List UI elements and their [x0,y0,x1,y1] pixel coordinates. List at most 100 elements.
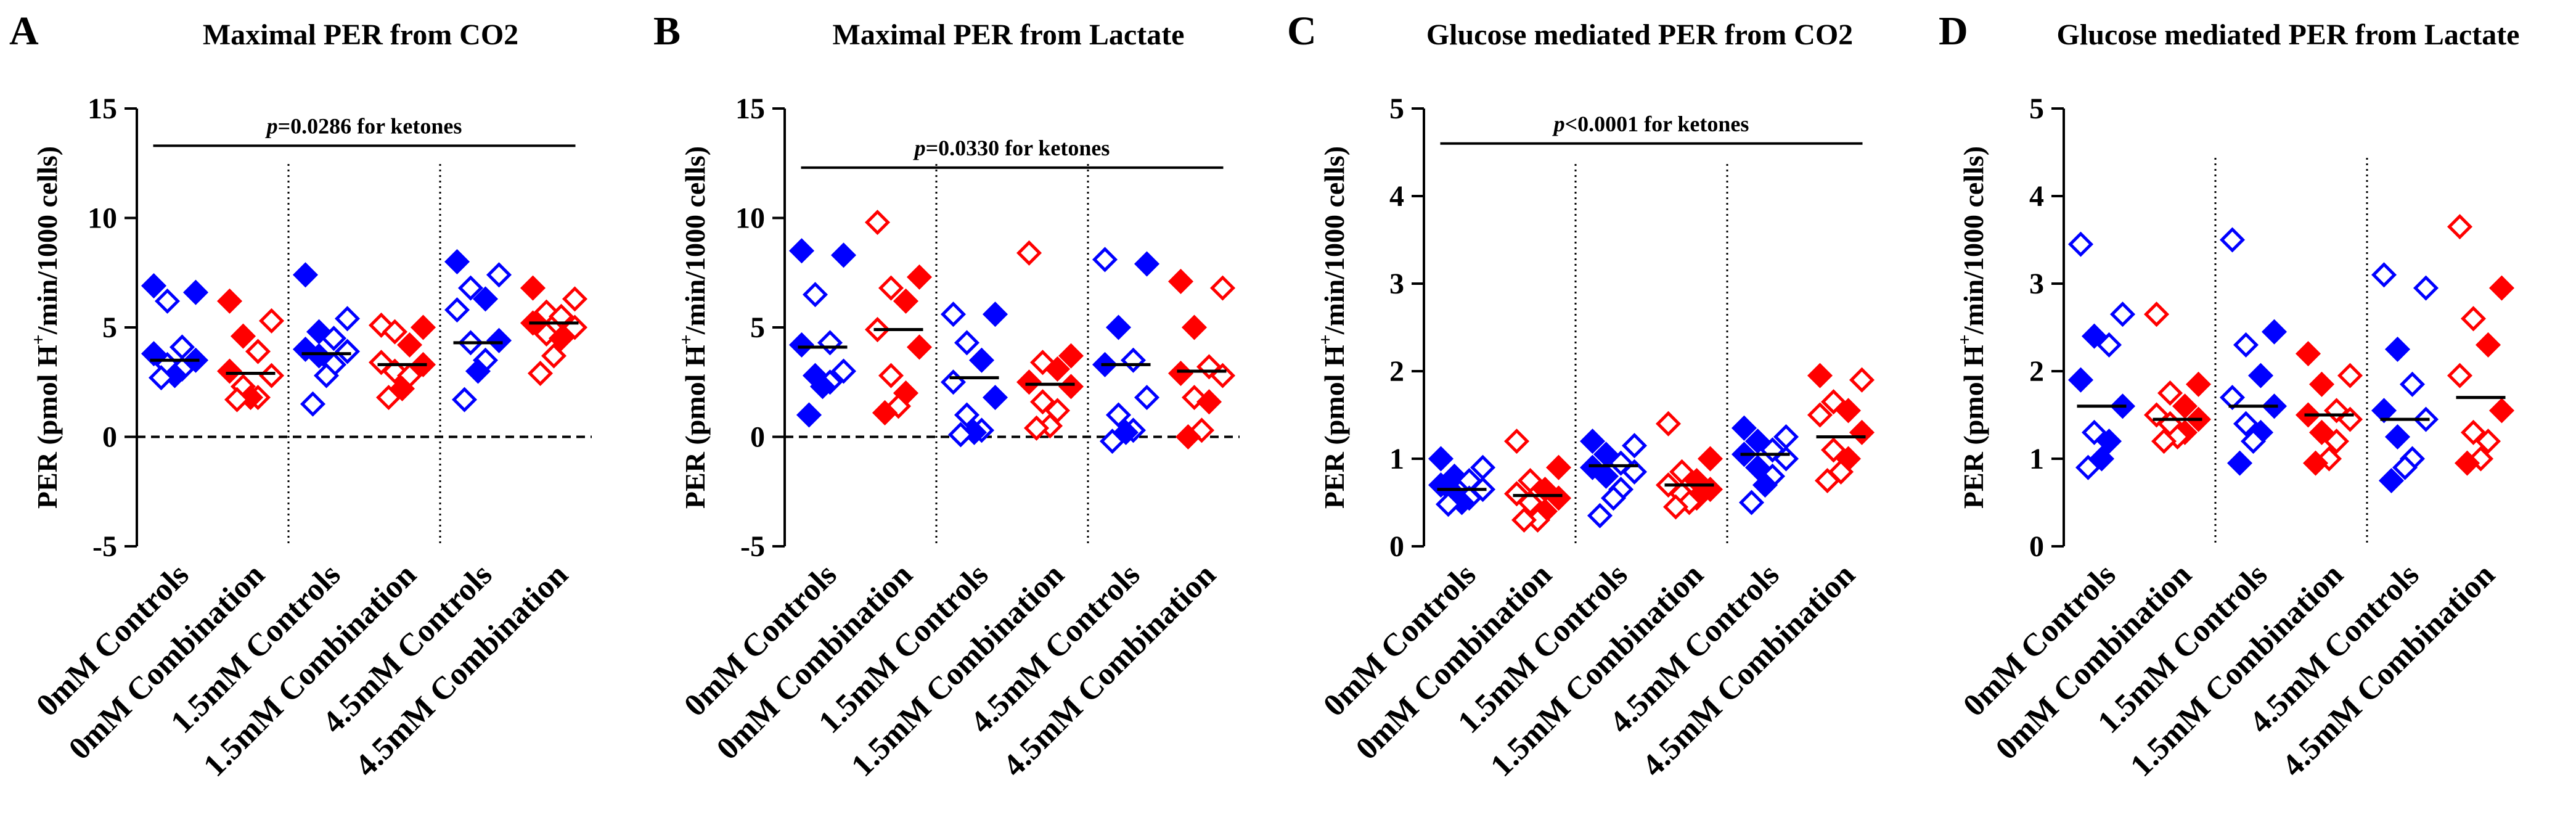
panel-letter: B [653,9,681,54]
y-tick-label: 5 [2029,92,2044,125]
data-point [2447,214,2473,240]
chart-title: Glucose mediated PER from Lactate [2057,18,2520,51]
data-point [1545,454,1572,480]
y-tick-label: 0 [1389,530,1404,563]
data-point [148,365,174,391]
series-4-5mm-combination [2447,214,2515,476]
data-point [313,363,340,388]
data-point [830,242,857,268]
data-point [878,275,904,301]
data-point [541,343,567,369]
data-point [1579,429,1606,454]
data-point [1814,467,1841,494]
series-0mm-controls [141,273,209,391]
data-point [2475,429,2501,454]
data-point [2096,332,2122,358]
series-1-5mm-controls [1579,429,1648,528]
p-symbol: p [265,113,278,138]
data-point [1511,507,1537,533]
series-1-5mm-combination [368,312,436,411]
series-4-5mm-controls [1092,247,1160,454]
y-axis-label-main: PER (pmol H [31,345,63,509]
y-axis-label-superscript: + [1955,334,1975,345]
data-point [940,369,967,395]
data-point [1807,363,1833,388]
data-point [1849,419,1875,445]
y-axis-label-units: /min/1000 cells) [31,146,63,335]
data-point [954,330,980,356]
data-point [830,358,857,384]
data-point [1738,490,1765,515]
series-1-5mm-combination [2295,341,2363,476]
data-point [292,262,319,288]
data-point [2488,275,2515,301]
y-tick-label: 2 [1389,355,1404,388]
data-point [788,332,815,358]
data-point [2454,450,2480,476]
data-point [2447,363,2473,388]
y-axis-label: PER (pmol H+/min/1000 cells) [676,146,711,509]
panel-c: C Glucose mediated PER from CO2 PER (pmol … [1287,9,1875,784]
data-point [2308,371,2335,397]
y-tick-label: 2 [2029,355,2044,388]
data-point [2081,323,2108,349]
data-point [562,286,588,312]
data-point [396,332,423,358]
panel-a: A Maximal PER from CO2 PER (pmol H+/min/10… [9,9,592,784]
data-point [1600,485,1627,511]
data-point [1175,424,1201,450]
series-0mm-combination [864,210,933,425]
data-point [1016,240,1042,266]
p-value-text: =0.0330 for ketones [926,136,1110,160]
data-point [2378,467,2405,494]
y-tick-label: 0 [2029,530,2044,563]
data-point [2371,262,2397,288]
data-point [796,402,822,428]
series-4-5mm-combination [1167,268,1236,450]
p-value-text: =0.0286 for ketones [278,113,462,138]
data-point [893,288,919,314]
data-point [2151,429,2177,454]
data-point [321,326,347,351]
data-point [1029,389,1056,415]
data-point [2384,336,2411,363]
data-point [382,319,408,345]
data-point [410,314,436,340]
data-point [2219,385,2246,411]
data-point [2384,424,2411,450]
y-axis-label-main: PER (pmol H [679,345,711,509]
data-point [527,361,554,387]
series-0mm-combination [216,288,285,412]
data-point [1058,343,1084,369]
data-point [802,282,828,308]
y-axis-label-units: /min/1000 cells) [679,146,711,335]
data-point [230,323,256,349]
y-tick-label: 10 [735,202,765,235]
data-point [334,339,361,364]
data-point [375,385,402,411]
data-point [2392,454,2418,480]
data-point [548,326,574,351]
data-point [878,363,904,388]
y-tick-label: 4 [1389,180,1404,213]
data-point [2337,363,2363,388]
data-point [1105,314,1132,340]
p-value-text: <0.0001 for ketones [1565,112,1749,136]
chart-title: Maximal PER from Lactate [833,18,1185,51]
significance-annotation: p<0.0001 for ketones [1552,112,1749,136]
series-0mm-controls [2067,231,2136,480]
y-tick-label: 3 [2029,268,2044,300]
data-point [1593,463,1619,489]
data-point [864,210,891,236]
data-point [940,302,967,327]
data-point [2460,306,2487,332]
data-point [2185,371,2212,397]
data-point [2109,302,2136,327]
y-tick-label: -5 [92,530,117,563]
data-point [1820,437,1847,463]
data-point [300,391,326,417]
data-point [1697,446,1723,472]
data-point [1807,402,1833,428]
y-tick-label: 5 [750,311,765,344]
data-point [465,358,491,384]
